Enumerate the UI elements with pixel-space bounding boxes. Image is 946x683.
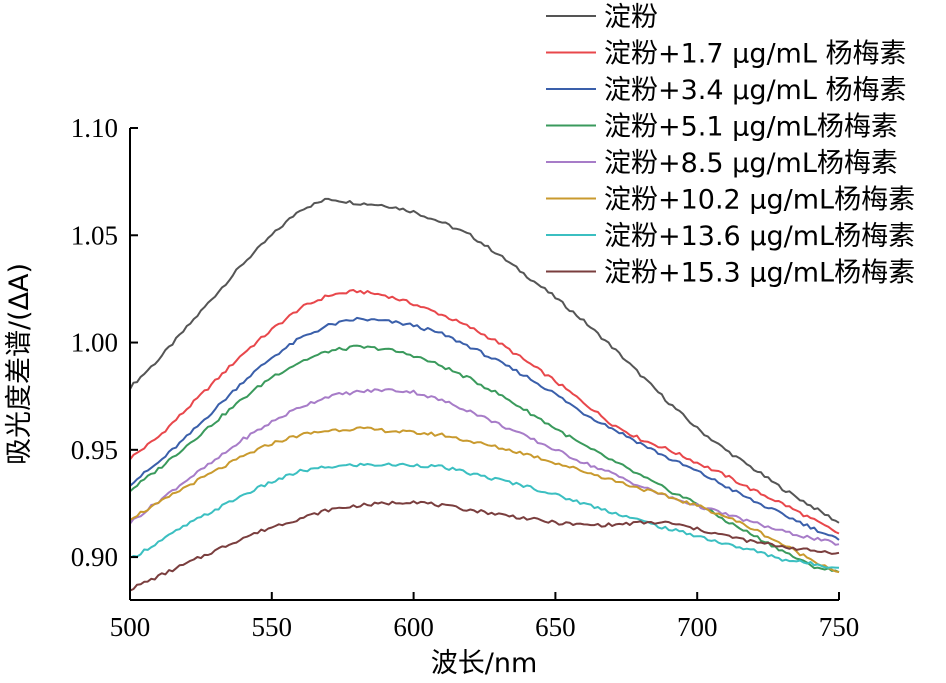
axes bbox=[129, 128, 839, 601]
y-ticks: 0.90 0.95 1.00 1.05 1.10 bbox=[71, 113, 138, 572]
y-tick-label: 0.90 bbox=[71, 542, 118, 572]
plot-series bbox=[129, 197, 840, 592]
x-tick-label: 650 bbox=[535, 612, 576, 642]
y-tick-label: 1.05 bbox=[71, 220, 118, 250]
legend-label: 淀粉+13.6 μg/mL杨梅素 bbox=[604, 221, 915, 252]
legend-label: 淀粉+5.1 μg/mL杨梅素 bbox=[604, 112, 898, 143]
y-axis-title: 吸光度差谱/(ΔA) bbox=[4, 263, 35, 465]
legend-label: 淀粉+1.7 μg/mL 杨梅素 bbox=[604, 39, 906, 70]
series-line-3 bbox=[129, 316, 840, 541]
legend-label: 淀粉+15.3 μg/mL杨梅素 bbox=[604, 258, 915, 289]
series-line-1 bbox=[129, 197, 840, 524]
x-tick-label: 500 bbox=[110, 612, 151, 642]
x-tick-label: 550 bbox=[252, 612, 293, 642]
series-line-8 bbox=[129, 500, 840, 592]
x-tick-label: 750 bbox=[819, 612, 860, 642]
series-line-4 bbox=[129, 344, 840, 574]
legend-label: 淀粉+3.4 μg/mL 杨梅素 bbox=[604, 75, 906, 106]
x-ticks: 500 550 600 650 700 750 bbox=[110, 592, 860, 642]
series-line-6 bbox=[129, 426, 840, 574]
x-tick-label: 600 bbox=[393, 612, 434, 642]
y-tick-label: 1.00 bbox=[71, 328, 118, 358]
legend-label: 淀粉+8.5 μg/mL杨梅素 bbox=[604, 148, 898, 179]
y-tick-label: 0.95 bbox=[71, 435, 118, 465]
x-tick-label: 700 bbox=[677, 612, 718, 642]
y-tick-label: 1.10 bbox=[71, 113, 118, 143]
legend-label: 淀粉 bbox=[604, 2, 658, 33]
series-line-2 bbox=[129, 289, 840, 535]
series-line-7 bbox=[129, 462, 840, 569]
x-axis-title: 波长/nm bbox=[431, 648, 538, 679]
legend-label: 淀粉+10.2 μg/mL杨梅素 bbox=[604, 185, 915, 216]
series-line-5 bbox=[129, 388, 840, 546]
